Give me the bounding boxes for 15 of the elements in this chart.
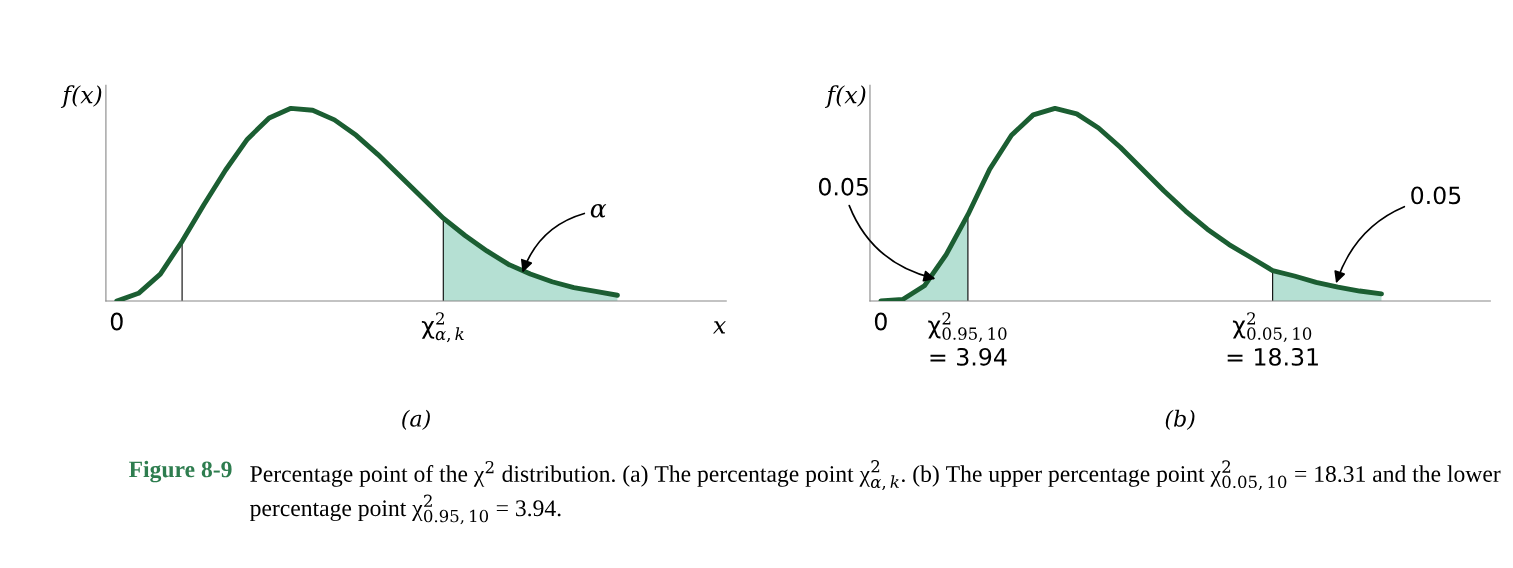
y-axis-title: f(x) — [824, 85, 866, 109]
y-axis-title: f(x) — [60, 85, 102, 109]
x-tick-label: χ$^{2}$$_{α,k}$ — [421, 312, 464, 343]
annotation: α — [590, 203, 607, 218]
text: (a) — [402, 409, 430, 430]
x-tick-label: 0 — [110, 312, 123, 331]
text: 0.05 — [818, 177, 868, 196]
x-tick-label: 0 — [874, 312, 887, 331]
x-tick-label: χ$^{2}$$_{0.05,10}$ = 18.31 — [1227, 312, 1318, 366]
x-axis-title: x — [713, 321, 726, 334]
caption: Figure 8-9 — [129, 460, 232, 483]
text: (b) — [1165, 409, 1195, 430]
x-tick-label: χ$^{2}$$_{0.95,10}$ = 3.94 — [928, 312, 1007, 366]
text: Percentage point of the χ$^{2}$ distribution. (a) The percentage point χ$^{2}$$_{α,k}$. (b) The upper percentage point χ$^{2}$$_{0.05,10}$ = 18.31 and the lower percentage point χ$^{2}$$_{0.95,10}$ = 3.94. — [250, 460, 1501, 525]
text: 0.05 — [1411, 186, 1461, 205]
